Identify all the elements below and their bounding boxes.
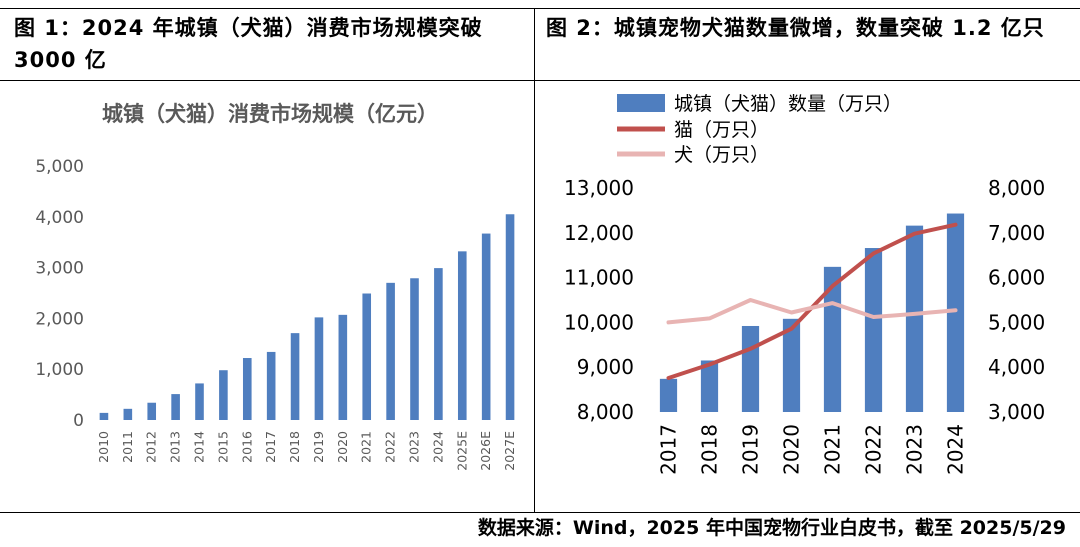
y-tick-label: 4,000 xyxy=(35,208,84,228)
bar-2021 xyxy=(362,293,372,420)
x-tick-label: 2023 xyxy=(903,424,927,475)
figure-1-caption: 图 1：2024 年城镇（犬猫）消费市场规模突破 3000 亿 xyxy=(14,16,483,72)
table-bottom-border xyxy=(0,512,1080,513)
right-y-tick-label: 4,000 xyxy=(988,355,1045,379)
x-tick-label: 2020 xyxy=(335,431,350,463)
left-y-tick-label: 8,000 xyxy=(577,400,634,424)
right-y-tick-label: 7,000 xyxy=(988,221,1045,245)
legend-label: 城镇（犬猫）数量（万只） xyxy=(674,93,902,115)
line-series xyxy=(666,298,958,325)
right-y-tick-label: 6,000 xyxy=(988,266,1045,290)
x-tick-label: 2026E xyxy=(478,431,493,471)
bar-2015 xyxy=(219,370,228,420)
bar-2025E xyxy=(457,251,467,420)
x-tick-label: 2025E xyxy=(454,431,469,471)
bar-2023 xyxy=(410,278,419,420)
chart-2-legend: 城镇（犬猫）数量（万只） 猫（万只） 犬（万只） xyxy=(617,93,902,166)
bar-2017 xyxy=(659,378,678,412)
x-tick-label: 2027E xyxy=(502,431,517,471)
legend-swatch xyxy=(617,94,665,112)
legend-label: 猫（万只） xyxy=(674,119,769,141)
pet-count-combo-chart: 城镇（犬猫）数量（万只） 猫（万只） 犬（万只） 8,000 9,000 10,000 1… xyxy=(564,93,1045,475)
column-divider xyxy=(534,8,535,512)
x-tick-label: 2024 xyxy=(944,424,968,475)
bar-2010 xyxy=(99,412,109,420)
x-tick-label: 2022 xyxy=(383,431,398,463)
bar-2017 xyxy=(266,351,276,420)
x-tick-label: 2019 xyxy=(739,424,763,475)
x-tick-label: 2014 xyxy=(192,431,207,463)
x-tick-label: 2021 xyxy=(821,424,845,475)
figure-2-caption: 图 2：城镇宠物犬猫数量微增，数量突破 1.2 亿只 xyxy=(546,16,1045,40)
x-tick-label: 2018 xyxy=(698,424,722,475)
x-tick-label: 2019 xyxy=(311,431,326,463)
data-source-note: 数据来源：Wind，2025 年中国宠物行业白皮书，截至 2025/5/29 xyxy=(477,517,1066,539)
x-tick-label: 2013 xyxy=(168,431,183,463)
bar-2024 xyxy=(946,213,965,412)
x-tick-label: 2022 xyxy=(862,424,886,475)
bar-2016 xyxy=(242,358,252,420)
left-y-tick-label: 11,000 xyxy=(564,266,634,290)
bar-2027E xyxy=(505,214,515,420)
bar-2023 xyxy=(905,225,924,412)
legend-label: 犬（万只） xyxy=(674,144,769,166)
bar-2020 xyxy=(782,318,801,412)
bar-2018 xyxy=(290,333,300,420)
x-tick-label: 2018 xyxy=(287,431,302,463)
bar-2019 xyxy=(314,317,324,420)
bar-2020 xyxy=(338,314,348,420)
left-y-tick-label: 13,000 xyxy=(564,176,634,200)
x-tick-label: 2023 xyxy=(407,431,422,463)
x-tick-label: 2012 xyxy=(144,431,159,463)
bar-2018 xyxy=(700,360,719,412)
bar-2014 xyxy=(195,383,204,420)
left-y-tick-label: 12,000 xyxy=(564,221,634,245)
x-tick-label: 2017 xyxy=(263,431,278,463)
right-y-tick-label: 5,000 xyxy=(988,310,1045,334)
chart-1-title: 城镇（犬猫）消费市场规模（亿元） xyxy=(102,102,438,126)
x-tick-label: 2010 xyxy=(96,431,111,463)
table-top-border xyxy=(0,8,1080,9)
bar-2019 xyxy=(741,325,760,412)
bar-2026E xyxy=(481,233,491,420)
y-tick-label: 3,000 xyxy=(35,259,84,279)
x-tick-label: 2020 xyxy=(780,424,804,475)
x-tick-label: 2024 xyxy=(430,431,445,463)
y-tick-label: 2,000 xyxy=(35,309,84,329)
x-tick-label: 2017 xyxy=(657,424,681,475)
right-y-tick-label: 8,000 xyxy=(988,176,1045,200)
left-y-tick-label: 9,000 xyxy=(577,355,634,379)
bar-2024 xyxy=(434,268,443,420)
caption-separator xyxy=(0,80,1080,81)
bar-2012 xyxy=(147,402,157,420)
bar-2011 xyxy=(123,408,133,420)
bar-2022 xyxy=(864,248,883,412)
x-tick-label: 2015 xyxy=(215,431,230,463)
x-tick-label: 2011 xyxy=(120,431,135,463)
x-tick-label: 2021 xyxy=(359,431,374,463)
x-tick-label: 2016 xyxy=(239,431,254,463)
market-size-bar-chart: 城镇（犬猫）消费市场规模（亿元） 0 1,000 2,000 3,000 4,000 5,… xyxy=(35,102,517,471)
left-y-tick-label: 10,000 xyxy=(564,310,634,334)
bar-2013 xyxy=(171,394,180,420)
right-y-tick-label: 3,000 xyxy=(988,400,1045,424)
y-tick-label: 1,000 xyxy=(35,360,84,380)
bar-2022 xyxy=(386,282,395,420)
y-tick-label: 0 xyxy=(73,411,84,431)
y-tick-label: 5,000 xyxy=(35,157,84,177)
